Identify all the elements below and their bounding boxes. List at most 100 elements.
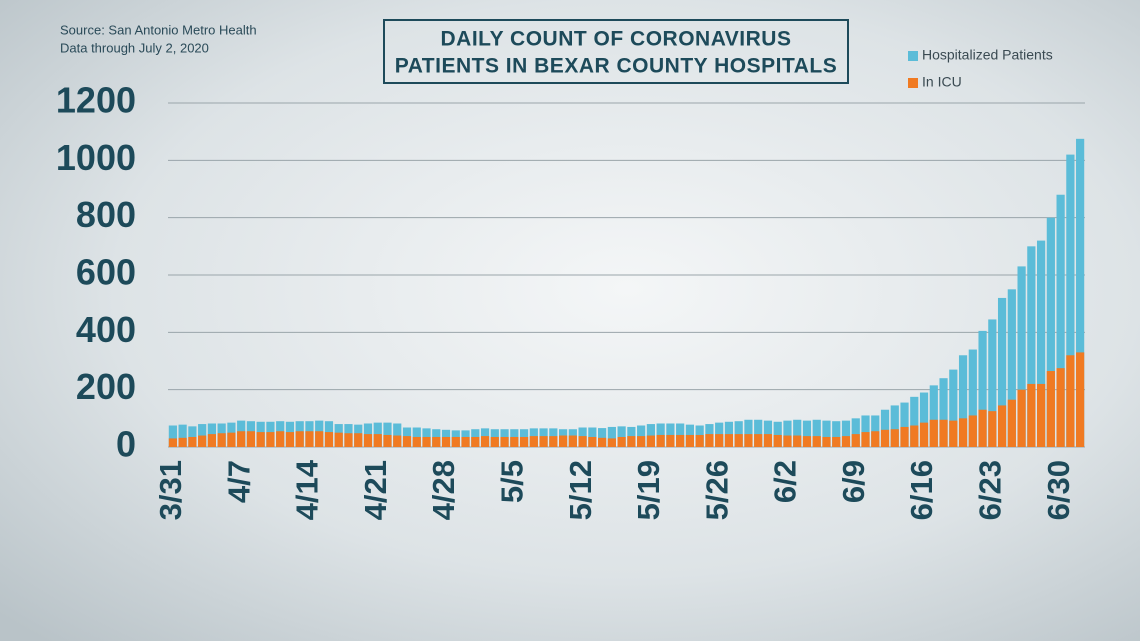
bar bbox=[178, 437, 187, 447]
bar bbox=[685, 434, 695, 447]
bar bbox=[607, 426, 616, 447]
bar bbox=[480, 436, 490, 447]
chart-title: DAILY COUNT OF CORONAVIRUS bbox=[441, 28, 792, 51]
bar bbox=[851, 434, 860, 447]
x-tick-label: 6/16 bbox=[904, 460, 939, 520]
bar bbox=[188, 436, 197, 447]
bar bbox=[724, 434, 734, 447]
bar bbox=[207, 434, 216, 447]
bar bbox=[178, 424, 187, 447]
bar bbox=[227, 432, 236, 447]
x-tick-label: 5/19 bbox=[631, 460, 666, 520]
bar bbox=[578, 436, 587, 447]
bar bbox=[890, 429, 899, 447]
bar bbox=[656, 434, 665, 447]
x-tick-label: 3/31 bbox=[153, 460, 188, 520]
bar bbox=[812, 419, 821, 447]
source: Source: San Antonio Metro Health bbox=[60, 22, 257, 37]
bar bbox=[334, 432, 343, 447]
x-tick-label: 6/23 bbox=[973, 460, 1008, 520]
bar bbox=[939, 419, 948, 447]
bar bbox=[266, 432, 275, 447]
x-tick-label: 4/14 bbox=[290, 459, 325, 520]
bar bbox=[285, 432, 295, 447]
bar bbox=[295, 431, 304, 447]
bar bbox=[929, 385, 938, 447]
bar bbox=[168, 425, 177, 447]
bar bbox=[763, 434, 773, 447]
bar bbox=[412, 436, 421, 447]
bar bbox=[978, 409, 987, 447]
bar bbox=[744, 434, 753, 447]
x-tick-label: 6/9 bbox=[836, 460, 871, 503]
bar bbox=[773, 421, 782, 447]
bar bbox=[598, 428, 607, 447]
bar bbox=[997, 297, 1007, 447]
bar bbox=[734, 434, 743, 447]
bar bbox=[802, 420, 812, 447]
bar bbox=[949, 369, 958, 447]
bar bbox=[246, 431, 256, 447]
x-tick-label: 5/26 bbox=[699, 460, 734, 520]
bar bbox=[988, 319, 997, 447]
legend-label: In ICU bbox=[922, 74, 962, 90]
bar bbox=[617, 436, 626, 447]
note: Data through July 2, 2020 bbox=[60, 40, 209, 55]
bar bbox=[646, 435, 655, 447]
bar bbox=[773, 434, 782, 447]
bar bbox=[715, 434, 724, 447]
bar bbox=[900, 426, 909, 447]
legend-label: Hospitalized Patients bbox=[922, 47, 1053, 63]
bar bbox=[568, 435, 577, 447]
bar bbox=[978, 330, 987, 447]
bar bbox=[598, 437, 607, 447]
bar bbox=[432, 436, 441, 447]
bar bbox=[968, 349, 977, 447]
bar bbox=[217, 433, 226, 447]
bar bbox=[802, 436, 812, 447]
bar bbox=[705, 434, 714, 447]
y-tick-label: 800 bbox=[76, 194, 136, 235]
bar bbox=[910, 425, 919, 447]
y-tick-label: 1200 bbox=[56, 80, 136, 121]
bar bbox=[471, 436, 480, 447]
bar bbox=[1056, 194, 1065, 447]
bar bbox=[490, 436, 499, 447]
bar bbox=[383, 422, 392, 447]
bar bbox=[461, 436, 470, 447]
bar bbox=[910, 396, 919, 447]
y-tick-label: 400 bbox=[76, 309, 136, 350]
bar bbox=[861, 415, 870, 447]
bar bbox=[919, 422, 929, 447]
legend-swatch bbox=[908, 51, 918, 61]
bar bbox=[1037, 383, 1046, 447]
bar bbox=[607, 438, 616, 447]
bar bbox=[880, 429, 890, 447]
bar bbox=[1046, 371, 1055, 447]
x-tick-label: 4/28 bbox=[426, 460, 461, 520]
bar bbox=[968, 415, 977, 447]
bar bbox=[929, 419, 938, 447]
title-box bbox=[383, 19, 849, 84]
bar bbox=[666, 434, 675, 447]
x-tick-label: 4/7 bbox=[221, 460, 256, 503]
bar bbox=[441, 436, 451, 447]
x-tick-label: 5/5 bbox=[495, 460, 530, 503]
bar bbox=[744, 419, 753, 447]
bar bbox=[168, 438, 177, 447]
bar bbox=[324, 432, 334, 447]
y-tick-label: 200 bbox=[76, 366, 136, 407]
bar bbox=[1056, 368, 1065, 447]
legend-swatch bbox=[908, 78, 918, 88]
bar bbox=[256, 432, 265, 447]
bar bbox=[519, 436, 529, 447]
bar bbox=[812, 436, 821, 447]
bar bbox=[958, 418, 968, 447]
bar bbox=[861, 432, 870, 447]
y-tick-label: 1000 bbox=[56, 137, 136, 178]
bar bbox=[1066, 355, 1075, 447]
bar bbox=[373, 434, 382, 447]
bar bbox=[783, 435, 792, 447]
bar bbox=[500, 436, 509, 447]
bar bbox=[315, 431, 324, 447]
